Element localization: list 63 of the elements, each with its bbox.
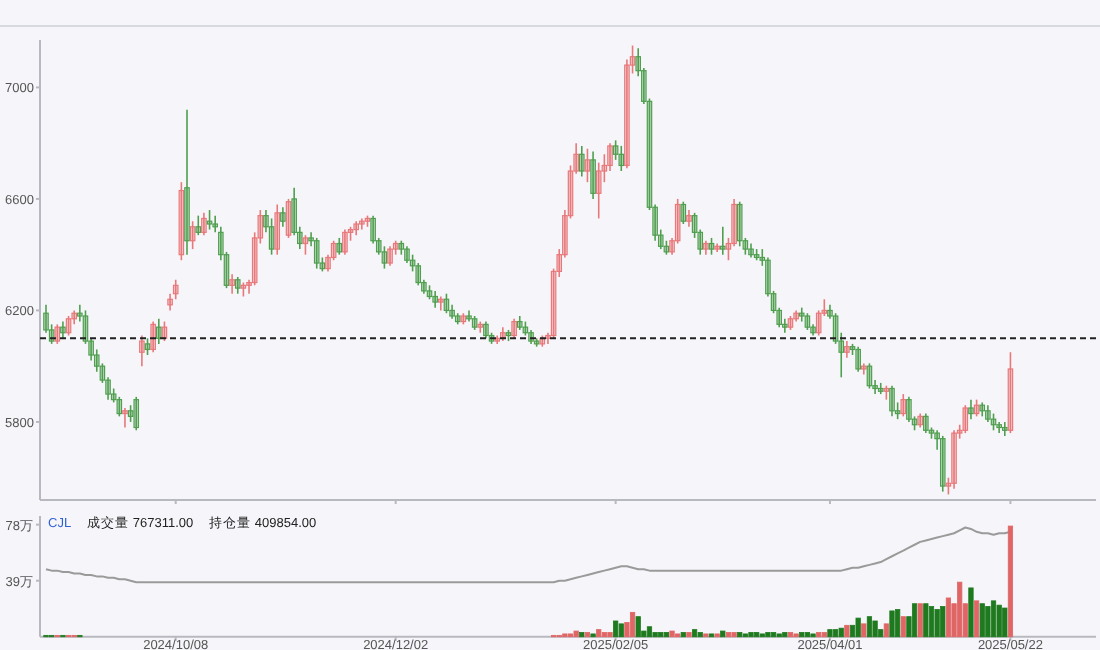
bar [979,603,985,638]
bar [579,632,585,638]
bar [804,632,810,638]
bar [883,623,889,638]
bar [945,597,951,638]
bar [635,616,641,638]
bar [1002,607,1008,638]
bar [816,632,822,638]
bar [866,616,873,638]
bar [1007,525,1014,638]
bar [985,606,991,638]
bar [680,632,686,638]
line-series [45,526,1012,584]
bar [731,632,737,638]
bar [900,616,906,638]
bar [849,624,856,638]
bar [799,632,805,638]
bar [990,600,997,638]
bar [861,623,867,638]
bar [844,624,850,638]
bar [584,632,591,638]
bar [787,632,794,638]
bar [996,604,1002,638]
bar [770,632,777,638]
bar [827,629,833,638]
bar [607,632,613,638]
bar [697,632,703,638]
bar [855,617,861,638]
bar [646,626,653,638]
bar [669,630,675,638]
bar [833,629,839,638]
bar [596,629,602,638]
bar [957,581,963,638]
bar [895,609,901,638]
bar [652,632,658,638]
bar [629,611,636,638]
bar [917,603,923,638]
bar [725,632,732,638]
bar [838,627,844,638]
bar [754,632,760,638]
bar [613,620,619,638]
bar [737,632,743,638]
bar [663,632,669,638]
bar [974,600,980,638]
bar [765,632,771,638]
bar [821,632,827,638]
bar [686,632,692,638]
bar [720,630,726,638]
bar [692,629,698,638]
bar [928,606,935,638]
bar [573,630,579,638]
bar [911,603,918,638]
bar [940,606,946,638]
bar [934,609,940,638]
bar [748,632,754,638]
bar [968,587,974,638]
bar [658,632,664,638]
bar [872,620,878,638]
bar [889,610,895,638]
bar [923,603,929,638]
bar [618,623,624,638]
bar [601,632,607,638]
bar [782,632,788,638]
